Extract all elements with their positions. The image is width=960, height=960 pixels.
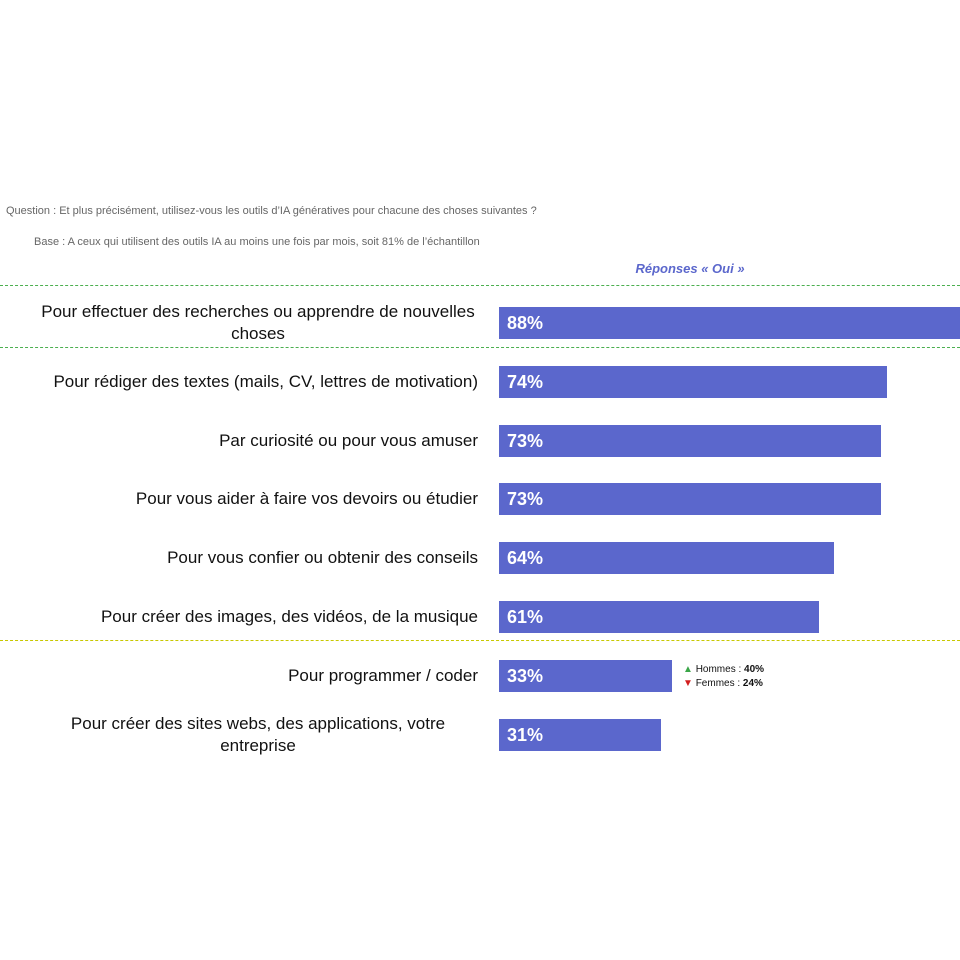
chart-title: Question : Et plus précisément, utilisez…	[6, 205, 537, 217]
category-label: Pour effectuer des recherches ou apprend…	[41, 302, 475, 343]
value-label: 31%	[507, 724, 544, 745]
bar	[499, 659, 672, 692]
bar	[499, 601, 819, 633]
bar	[499, 542, 835, 575]
value-label: 88%	[507, 313, 544, 333]
chart-subtitle: Base : A ceux qui utilisent des outils I…	[34, 236, 480, 248]
bar	[499, 483, 882, 516]
category-label: Pour créer des images, des vidéos, de la…	[100, 607, 478, 626]
annotation: ▼ Femmes : 24%	[683, 678, 763, 689]
bar	[499, 718, 662, 751]
category-box: Pour vous aider à faire vos devoirs ou é…	[38, 474, 478, 524]
annotation: ▲ Hommes : 40%	[683, 664, 765, 675]
annotation-label: Femmes :	[695, 678, 741, 689]
value-label: 33%	[507, 665, 544, 686]
category-box: Pour vous confier ou obtenir des conseil…	[38, 533, 478, 583]
category-label: Pour programmer / coder	[288, 665, 478, 685]
category-label: Pour rédiger des textes (mails, CV, lett…	[53, 371, 478, 391]
separator	[0, 347, 960, 348]
separator	[0, 640, 960, 641]
category-label: Pour vous confier ou obtenir des conseil…	[167, 548, 478, 568]
value-label: 64%	[507, 548, 544, 569]
value-label: 73%	[507, 489, 544, 510]
category-box: Pour programmer / coder	[38, 651, 478, 701]
bar	[499, 424, 882, 457]
category-box: Pour effectuer des recherches ou apprend…	[38, 298, 478, 348]
annotation-label: Hommes :	[695, 664, 742, 675]
category-label: Pour vous aider à faire vos devoirs ou é…	[135, 489, 478, 509]
bar	[499, 365, 887, 398]
series-label: Réponses « Oui »	[635, 261, 745, 276]
category-label: Par curiosité ou pour vous amuser	[219, 430, 478, 450]
annotation-value: 40%	[744, 664, 765, 675]
category-box: Pour rédiger des textes (mails, CV, lett…	[38, 357, 478, 407]
value-label: 61%	[507, 607, 544, 627]
separator	[0, 285, 960, 286]
category-label: Pour créer des sites webs, des applicati…	[70, 713, 446, 755]
category-box: Par curiosité ou pour vous amuser	[38, 416, 478, 466]
category-box: Pour créer des sites webs, des applicati…	[38, 710, 478, 760]
category-box: Pour créer des images, des vidéos, de la…	[38, 592, 478, 642]
value-label: 73%	[507, 430, 544, 451]
bar	[499, 307, 960, 339]
annotation-value: 24%	[742, 678, 763, 689]
value-label: 74%	[507, 371, 544, 392]
